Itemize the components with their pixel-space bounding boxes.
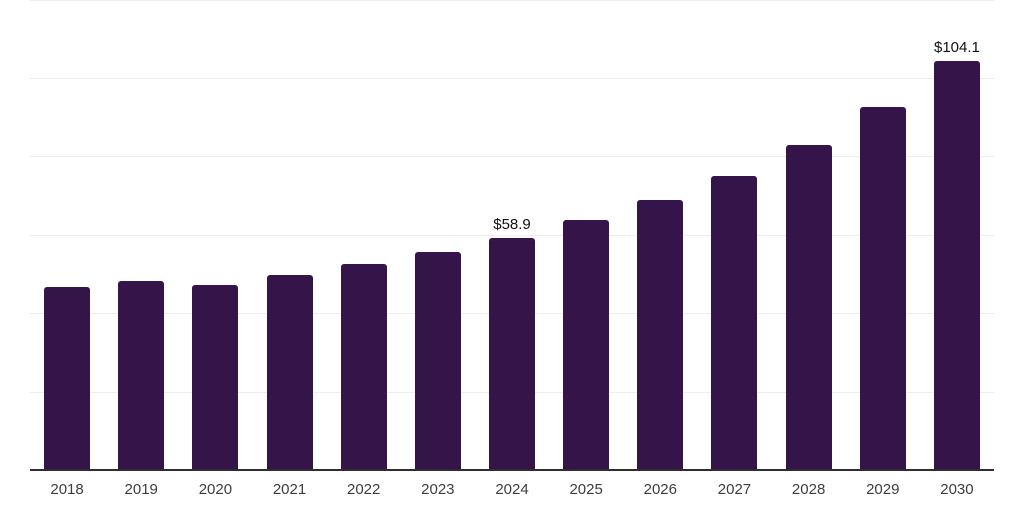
gridline [30,78,994,79]
bar-2021 [266,275,313,469]
x-tick-label-2020: 2020 [198,481,233,498]
value-label-2030: $104.1 [933,38,980,56]
bar-2020 [192,285,239,469]
x-tick-label-2024: 2024 [495,481,529,498]
x-axis-line [30,469,994,471]
plot-area: $58.9 $104.1 [30,0,994,471]
gridline [30,234,994,236]
bar-2022 [340,263,387,469]
x-tick-label-2026: 2026 [643,481,677,498]
gridline [30,0,994,1]
value-label-2024: $58.9 [493,216,531,234]
bar-2023 [414,252,461,469]
gridline [30,156,994,158]
bar-2024 [489,238,535,469]
x-tick-label-2028: 2028 [791,481,826,498]
bar-2028 [785,144,832,469]
bar-2030 [933,60,980,469]
x-tick-label-2023: 2023 [421,481,455,498]
bar-2026 [637,199,684,469]
x-tick-label-2022: 2022 [347,481,381,498]
x-axis: 2018 2019 2020 2021 2022 2023 2024 2025 2026 2027… [30,471,994,512]
x-tick-label-2030: 2030 [940,481,974,498]
bar-2029 [859,106,906,469]
x-tick-label-2027: 2027 [717,481,752,498]
x-tick-label-2021: 2021 [272,481,307,498]
bar-2018 [44,287,91,469]
bar-2025 [563,220,610,469]
x-tick-label-2025: 2025 [569,481,603,498]
bar-2019 [118,280,165,469]
bar-2027 [711,175,758,469]
x-tick-label-2029: 2029 [866,481,900,498]
x-tick-label-2019: 2019 [124,481,158,498]
x-tick-label-2018: 2018 [50,481,84,498]
